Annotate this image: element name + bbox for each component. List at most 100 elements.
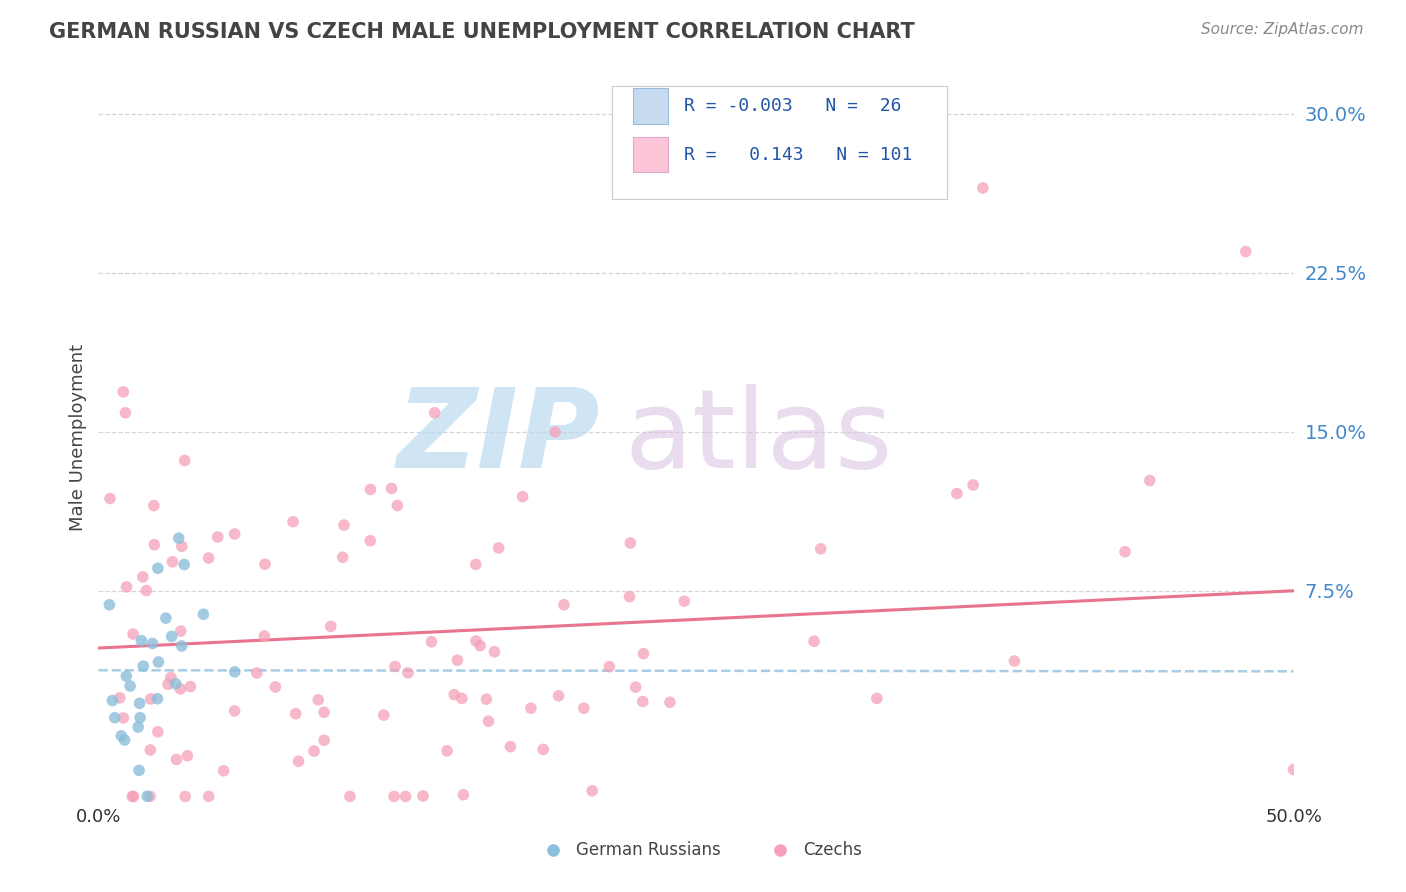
Point [553, 598, 575, 612]
Point [499, 739, 522, 754]
Y-axis label: Male Unemployment: Male Unemployment [69, 343, 87, 531]
Point [382, 789, 405, 804]
Point [412, 789, 434, 803]
Point [173, 453, 195, 467]
Point [658, 695, 681, 709]
Point [631, 694, 654, 708]
Point [197, 789, 219, 804]
Point [170, 539, 193, 553]
Point [581, 784, 603, 798]
Point [484, 645, 506, 659]
Point [155, 611, 177, 625]
Point [207, 530, 229, 544]
Point [450, 691, 472, 706]
Point [122, 789, 145, 804]
Point [396, 665, 419, 680]
Point [224, 527, 246, 541]
Point [547, 689, 569, 703]
Text: GERMAN RUSSIAN VS CZECH MALE UNEMPLOYMENT CORRELATION CHART: GERMAN RUSSIAN VS CZECH MALE UNEMPLOYMEN… [49, 22, 915, 42]
Point [122, 627, 145, 641]
Point [453, 788, 475, 802]
Point [436, 744, 458, 758]
Point [302, 744, 325, 758]
Point [104, 711, 127, 725]
Text: atlas: atlas [624, 384, 893, 491]
Point [146, 561, 169, 575]
Point [488, 541, 510, 555]
Point [146, 724, 169, 739]
Point [332, 550, 354, 565]
Point [477, 714, 499, 729]
Point [131, 633, 153, 648]
Point [139, 789, 162, 804]
Point [624, 680, 647, 694]
FancyBboxPatch shape [633, 88, 668, 124]
Point [314, 733, 336, 747]
Point [619, 590, 641, 604]
Point [319, 619, 342, 633]
Point [139, 743, 162, 757]
Point [120, 679, 142, 693]
Point [264, 680, 287, 694]
Point [544, 425, 567, 439]
Text: Source: ZipAtlas.com: Source: ZipAtlas.com [1201, 22, 1364, 37]
Text: R = -0.003   N =  26: R = -0.003 N = 26 [685, 97, 901, 115]
Point [333, 518, 356, 533]
Point [160, 670, 183, 684]
Point [146, 691, 169, 706]
Point [197, 551, 219, 566]
Point [520, 701, 543, 715]
Point [167, 531, 190, 545]
Point [866, 691, 889, 706]
Point [165, 676, 187, 690]
Point [598, 659, 620, 673]
Point [132, 659, 155, 673]
Point [470, 639, 492, 653]
Point [359, 533, 381, 548]
Point [128, 764, 150, 778]
Point [129, 711, 152, 725]
Point [359, 483, 381, 497]
Point [512, 490, 534, 504]
Point [531, 742, 554, 756]
Text: R =   0.143   N = 101: R = 0.143 N = 101 [685, 145, 912, 164]
Point [165, 752, 187, 766]
Point [572, 701, 595, 715]
Point [1234, 244, 1257, 259]
Point [139, 692, 162, 706]
Point [387, 499, 409, 513]
Point [339, 789, 361, 804]
Point [246, 665, 269, 680]
Point [224, 704, 246, 718]
Point [156, 677, 179, 691]
Point [142, 499, 165, 513]
FancyBboxPatch shape [613, 86, 948, 200]
Point [98, 491, 121, 506]
Point [281, 515, 304, 529]
Point [619, 536, 641, 550]
Point [136, 789, 159, 804]
Point [972, 181, 994, 195]
Point [443, 688, 465, 702]
Point [112, 711, 135, 725]
Point [127, 720, 149, 734]
Point [128, 696, 150, 710]
Point [162, 555, 184, 569]
Text: ZIP: ZIP [396, 384, 600, 491]
Point [420, 634, 443, 648]
Point [174, 789, 197, 804]
Point [170, 624, 193, 638]
Point [179, 680, 201, 694]
Point [803, 634, 825, 648]
Point [384, 659, 406, 673]
Point [253, 629, 276, 643]
Point [169, 681, 191, 696]
Point [1282, 763, 1305, 777]
Point [307, 692, 329, 706]
Point [160, 629, 183, 643]
Point [373, 708, 395, 723]
Point [170, 639, 193, 653]
Point [287, 754, 309, 768]
Point [112, 384, 135, 399]
Point [394, 789, 416, 804]
